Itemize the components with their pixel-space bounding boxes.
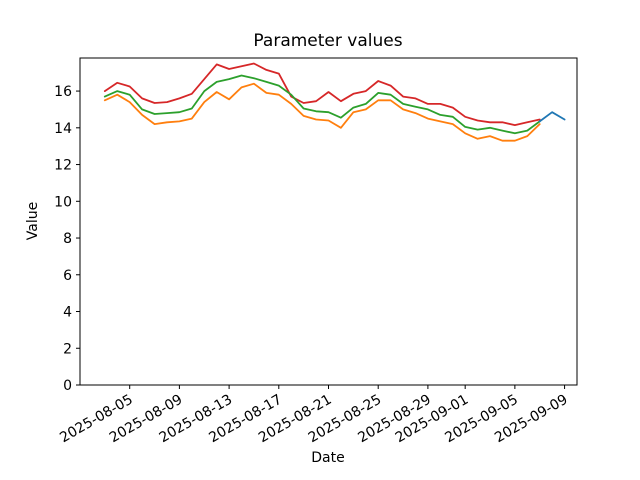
plot-border [79, 57, 578, 386]
series-orange-line [103, 82, 541, 142]
y-tick-label: 16 [54, 84, 72, 100]
y-tick-label: 6 [63, 268, 72, 284]
y-tick-label: 0 [63, 378, 72, 394]
y-tick-label: 12 [54, 158, 72, 174]
axes-area: 02468101214162025-08-052025-08-092025-08… [54, 57, 578, 446]
series-red-line [103, 62, 541, 126]
x-axis-label: Date [311, 450, 344, 466]
y-tick-label: 2 [63, 341, 72, 357]
series-blue-line [538, 111, 566, 123]
y-tick-label: 10 [54, 194, 72, 210]
y-tick-label: 4 [63, 305, 72, 321]
y-axis-label: Value [25, 202, 41, 240]
y-tick-label: 8 [63, 231, 72, 247]
y-tick-label: 14 [54, 121, 72, 137]
chart-title: Parameter values [253, 31, 402, 51]
series-green-line [103, 74, 541, 135]
